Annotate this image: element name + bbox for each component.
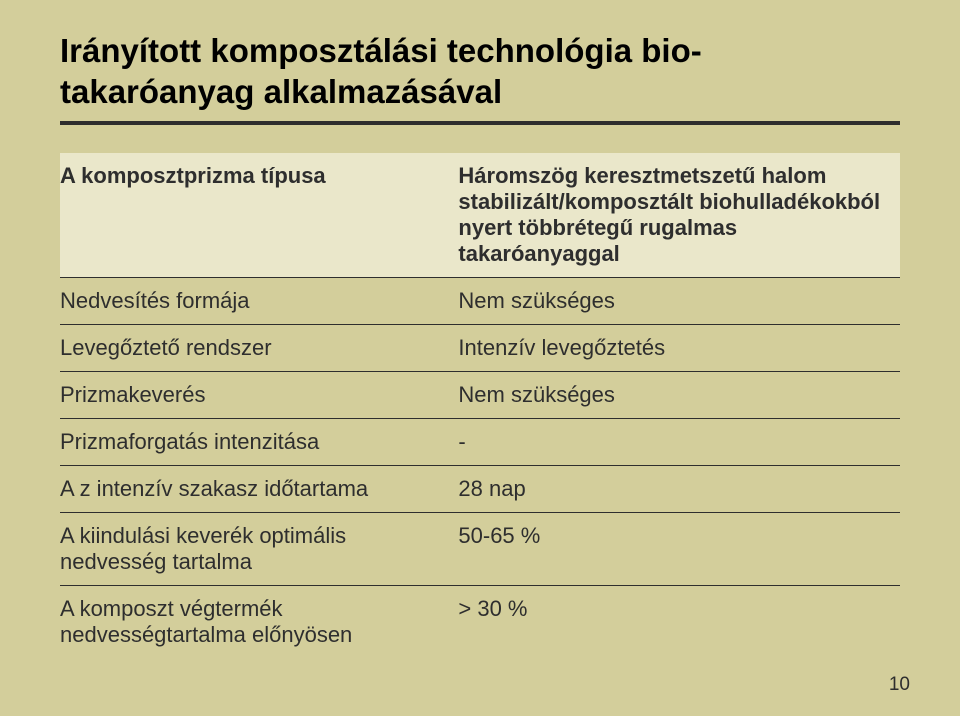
- param-value-text: -: [458, 429, 465, 454]
- param-value: Háromszög keresztmetszetű halom stabiliz…: [446, 153, 900, 278]
- param-value-text: 50-65 %: [458, 523, 540, 548]
- parameters-table: A komposztprizma típusaHáromszög kereszt…: [60, 153, 900, 658]
- page-number: 10: [889, 674, 910, 696]
- param-name: Prizmaforgatás intenzitása: [60, 418, 446, 465]
- param-name: Levegőztető rendszer: [60, 324, 446, 371]
- param-value: 50-65 %: [446, 512, 900, 585]
- title-line-2: takaróanyag alkalmazásával: [60, 73, 502, 110]
- param-name: Nedvesítés formája: [60, 277, 446, 324]
- param-value: -: [446, 418, 900, 465]
- slide: Irányított komposztálási technológia bio…: [0, 0, 960, 716]
- param-value-text: > 30 %: [458, 596, 527, 621]
- slide-title: Irányított komposztálási technológia bio…: [60, 30, 900, 125]
- param-name: A komposzt végtermék nedvességtartalma e…: [60, 585, 446, 658]
- param-value: 28 nap: [446, 465, 900, 512]
- param-value: Nem szükséges: [446, 371, 900, 418]
- param-name: A kiindulási keverék optimális nedvesség…: [60, 512, 446, 585]
- table-row: Nedvesítés formája Nem szükséges: [60, 277, 900, 324]
- table-row: Levegőztető rendszer Intenzív levegőzteté…: [60, 324, 900, 371]
- param-value: Intenzív levegőztetés: [446, 324, 900, 371]
- param-value: Nem szükséges: [446, 277, 900, 324]
- table-row: A komposztprizma típusaHáromszög kereszt…: [60, 153, 900, 278]
- table-row: A komposzt végtermék nedvességtartalma e…: [60, 585, 900, 658]
- param-name: Prizmakeverés: [60, 371, 446, 418]
- param-value-text: 28 nap: [458, 476, 525, 501]
- param-name: A komposztprizma típusa: [60, 153, 446, 278]
- table-row: A z intenzív szakasz időtartama 28 nap: [60, 465, 900, 512]
- param-name: A z intenzív szakasz időtartama: [60, 465, 446, 512]
- param-value-text: Háromszög keresztmetszetű halom stabiliz…: [458, 163, 880, 266]
- param-value-text: Intenzív levegőztetés: [458, 335, 665, 360]
- title-line-1: Irányított komposztálási technológia bio…: [60, 32, 702, 69]
- table-row: Prizmakeverés Nem szükséges: [60, 371, 900, 418]
- param-value: > 30 %: [446, 585, 900, 658]
- table-row: Prizmaforgatás intenzitása-: [60, 418, 900, 465]
- param-value-text: Nem szükséges: [458, 288, 615, 313]
- param-value-text: Nem szükséges: [458, 382, 615, 407]
- table-row: A kiindulási keverék optimális nedvesség…: [60, 512, 900, 585]
